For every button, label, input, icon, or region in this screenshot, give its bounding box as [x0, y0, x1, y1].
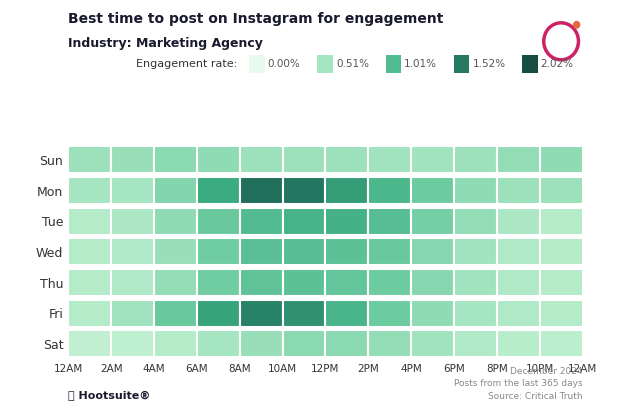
- Bar: [326, 177, 368, 204]
- Bar: [240, 300, 283, 327]
- Bar: [540, 330, 583, 358]
- Bar: [411, 177, 454, 204]
- Bar: [68, 146, 111, 173]
- Text: December 2024
Posts from the last 365 days
Source: Critical Truth: December 2024 Posts from the last 365 da…: [454, 367, 583, 401]
- Bar: [411, 146, 454, 173]
- Bar: [497, 300, 540, 327]
- Text: 0.00%: 0.00%: [268, 59, 301, 69]
- Bar: [111, 146, 154, 173]
- Bar: [154, 177, 197, 204]
- Bar: [497, 330, 540, 358]
- Bar: [111, 208, 154, 235]
- Bar: [283, 300, 326, 327]
- Bar: [454, 238, 497, 266]
- Bar: [454, 330, 497, 358]
- Bar: [368, 208, 411, 235]
- Bar: [154, 238, 197, 266]
- Bar: [197, 177, 240, 204]
- Text: Engagement rate:: Engagement rate:: [136, 59, 237, 69]
- Bar: [368, 146, 411, 173]
- Bar: [111, 238, 154, 266]
- Bar: [368, 269, 411, 296]
- Bar: [540, 208, 583, 235]
- Bar: [540, 269, 583, 296]
- Bar: [240, 269, 283, 296]
- Bar: [411, 300, 454, 327]
- Bar: [68, 177, 111, 204]
- Bar: [540, 300, 583, 327]
- Bar: [283, 208, 326, 235]
- Bar: [540, 238, 583, 266]
- Bar: [411, 238, 454, 266]
- Bar: [411, 208, 454, 235]
- Bar: [68, 238, 111, 266]
- Bar: [111, 269, 154, 296]
- Bar: [197, 238, 240, 266]
- Bar: [197, 330, 240, 358]
- Bar: [154, 330, 197, 358]
- Bar: [154, 300, 197, 327]
- Text: 1.52%: 1.52%: [472, 59, 505, 69]
- Bar: [326, 146, 368, 173]
- Bar: [154, 146, 197, 173]
- Bar: [240, 238, 283, 266]
- Bar: [497, 269, 540, 296]
- Bar: [283, 146, 326, 173]
- Bar: [497, 177, 540, 204]
- Bar: [240, 330, 283, 358]
- Text: 0.51%: 0.51%: [336, 59, 369, 69]
- Bar: [326, 208, 368, 235]
- Bar: [454, 300, 497, 327]
- Bar: [240, 208, 283, 235]
- Bar: [197, 269, 240, 296]
- Text: Best time to post on Instagram for engagement: Best time to post on Instagram for engag…: [68, 12, 443, 26]
- Text: 2.02%: 2.02%: [541, 59, 574, 69]
- Bar: [240, 146, 283, 173]
- Bar: [68, 269, 111, 296]
- Bar: [111, 330, 154, 358]
- Bar: [411, 330, 454, 358]
- Bar: [111, 177, 154, 204]
- Bar: [283, 238, 326, 266]
- Bar: [68, 208, 111, 235]
- Bar: [497, 208, 540, 235]
- Bar: [240, 177, 283, 204]
- Bar: [111, 300, 154, 327]
- Bar: [283, 269, 326, 296]
- Bar: [197, 300, 240, 327]
- Bar: [454, 177, 497, 204]
- Bar: [326, 269, 368, 296]
- Bar: [368, 300, 411, 327]
- Circle shape: [573, 21, 580, 29]
- Bar: [154, 208, 197, 235]
- Bar: [540, 177, 583, 204]
- Bar: [497, 146, 540, 173]
- Bar: [326, 330, 368, 358]
- Bar: [154, 269, 197, 296]
- Bar: [326, 238, 368, 266]
- Bar: [197, 208, 240, 235]
- Bar: [411, 269, 454, 296]
- Bar: [197, 146, 240, 173]
- Bar: [368, 330, 411, 358]
- Bar: [326, 300, 368, 327]
- Bar: [454, 208, 497, 235]
- Bar: [454, 269, 497, 296]
- Bar: [368, 238, 411, 266]
- Bar: [497, 238, 540, 266]
- Bar: [283, 177, 326, 204]
- Bar: [540, 146, 583, 173]
- Text: Industry: Marketing Agency: Industry: Marketing Agency: [68, 37, 263, 50]
- Bar: [68, 330, 111, 358]
- Text: 🦉 Hootsuite®: 🦉 Hootsuite®: [68, 391, 151, 401]
- Bar: [68, 300, 111, 327]
- Bar: [368, 177, 411, 204]
- Bar: [454, 146, 497, 173]
- Text: 1.01%: 1.01%: [404, 59, 437, 69]
- Bar: [283, 330, 326, 358]
